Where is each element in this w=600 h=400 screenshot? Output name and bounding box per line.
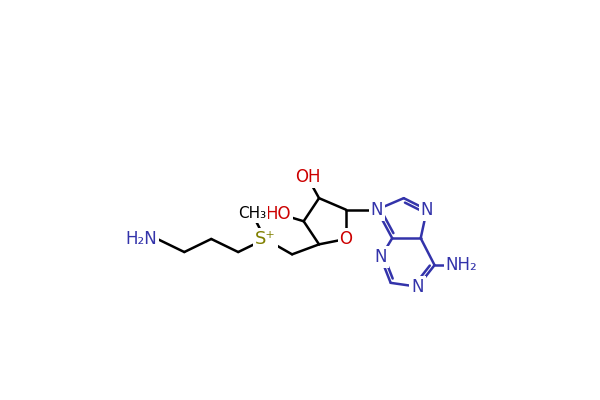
Text: N: N xyxy=(412,278,424,296)
Text: HO: HO xyxy=(265,204,291,222)
Text: CH₃: CH₃ xyxy=(238,206,266,221)
Text: N: N xyxy=(374,248,387,266)
Text: N: N xyxy=(371,201,383,219)
Text: O: O xyxy=(340,230,353,248)
Text: H₂N: H₂N xyxy=(125,230,157,248)
Text: N: N xyxy=(421,201,433,219)
Text: NH₂: NH₂ xyxy=(446,256,478,274)
Text: OH: OH xyxy=(295,168,320,186)
Text: S⁺: S⁺ xyxy=(255,230,275,248)
